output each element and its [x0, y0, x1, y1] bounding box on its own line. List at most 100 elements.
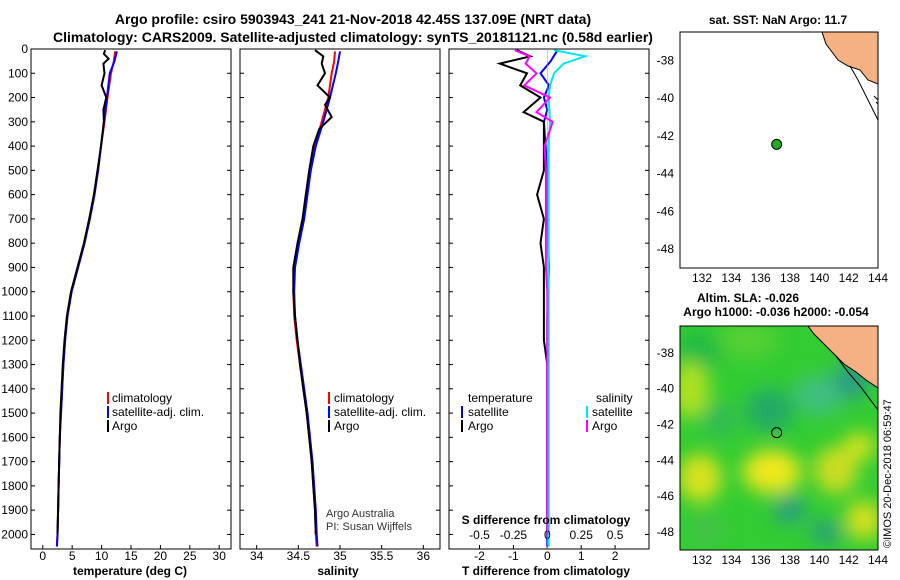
map-lat-label: -38	[657, 53, 675, 67]
x-tick-label: 36	[417, 549, 431, 563]
map-lat-label: -44	[657, 453, 675, 467]
temperature-legend: climatology satellite-adj. clim. Argo	[107, 391, 204, 433]
x-tick-label: 15	[124, 549, 138, 563]
map-lat-label: -44	[657, 167, 675, 181]
difference-line-s-argo	[514, 49, 554, 535]
depth-tick-label: 800	[8, 236, 28, 250]
temperature-series	[55, 49, 118, 547]
sla-map-frame	[679, 325, 879, 551]
difference-legend: temperature satellite Argo salinity sate…	[461, 391, 633, 433]
float-position-marker	[771, 138, 783, 150]
temperature-line-satellite-adj-clim-	[55, 51, 118, 547]
depth-tick-label: 1400	[1, 382, 28, 396]
depth-tick-label: 300	[8, 115, 28, 129]
x-tick-label: 0	[39, 549, 46, 563]
map-lat-label: -42	[657, 129, 675, 143]
axis-ticks: 0 5 10 15 20 25 30 34 34.5 35 35.5 36 -2 -1 0 1 2 -0.5 -0.…	[1, 42, 888, 567]
difference-panel	[448, 48, 650, 550]
s-difference-label: S difference from climatology	[462, 513, 631, 527]
map-lon-label: 134	[721, 271, 741, 285]
sla-anomaly-blobs	[680, 326, 878, 544]
legend-t-satellite: satellite	[468, 405, 509, 419]
x-tick-label: 1	[578, 549, 585, 563]
map-lon-label: 144	[868, 271, 888, 285]
x-tick-label: 34.5	[287, 549, 311, 563]
map-lat-label: -46	[657, 489, 675, 503]
x-tick-label: -1	[508, 549, 519, 563]
legend-climatology: climatology	[334, 391, 394, 405]
depth-tick-label: 1200	[1, 333, 28, 347]
depth-tick-label: 0	[21, 42, 28, 56]
legend-salinity-heading: salinity	[596, 391, 633, 405]
legend-temperature-heading: temperature	[468, 391, 533, 405]
map-lon-label: 132	[692, 271, 712, 285]
salinity-line-satellite-adj-clim-	[293, 51, 341, 547]
x-tick-label: 5	[69, 549, 76, 563]
s-tick-label: -0.5	[469, 528, 490, 542]
depth-tick-label: 500	[8, 163, 28, 177]
difference-xlabel: T difference from climatology	[462, 564, 630, 578]
map-lat-label: -40	[657, 91, 675, 105]
sst-map-frame	[679, 31, 879, 269]
depth-tick-label: 2000	[1, 527, 28, 541]
map-lon-label: 140	[809, 271, 829, 285]
map-lon-label: 138	[780, 271, 800, 285]
x-tick-label: 34	[250, 549, 264, 563]
legend-t-argo: Argo	[468, 419, 494, 433]
map-lat-label: -38	[657, 346, 675, 360]
map-lat-label: -46	[657, 204, 675, 218]
sla-map-title-1: Altim. SLA: -0.026	[697, 291, 799, 305]
x-tick-label: 20	[154, 549, 168, 563]
map-lon-label: 138	[780, 553, 800, 567]
map-lat-label: -48	[657, 525, 675, 539]
legend-climatology: climatology	[112, 391, 172, 405]
map-lon-label: 132	[692, 553, 712, 567]
legend-argo: Argo	[334, 419, 360, 433]
s-tick-label: -0.25	[500, 528, 528, 542]
sst-map-title: sat. SST: NaN Argo: 11.7	[709, 13, 848, 27]
shelf-contour	[835, 355, 878, 411]
title-line-2: Climatology: CARS2009. Satellite-adjuste…	[53, 29, 653, 45]
credit-pi: PI: Susan Wijffels	[326, 521, 412, 533]
float-position-marker	[771, 427, 783, 439]
x-tick-label: 30	[213, 549, 227, 563]
temperature-line-argo	[56, 49, 111, 535]
map-lat-label: -42	[657, 418, 675, 432]
sla-map-title-2: Argo h1000: -0.036 h2000: -0.054	[683, 305, 869, 319]
depth-tick-label: 1800	[1, 479, 28, 493]
depth-tick-label: 200	[8, 91, 28, 105]
x-tick-label: 0	[544, 549, 551, 563]
x-tick-label: -2	[474, 549, 485, 563]
legend-s-argo: Argo	[592, 419, 618, 433]
map-lon-label: 134	[721, 553, 741, 567]
legend-argo: Argo	[112, 419, 138, 433]
difference-line-s-satellite	[547, 49, 590, 547]
depth-tick-label: 100	[8, 66, 28, 80]
land-mass	[821, 32, 878, 85]
sst-map-background	[680, 32, 878, 268]
depth-tick-label: 1000	[1, 285, 28, 299]
temperature-xlabel: temperature (deg C)	[73, 564, 187, 578]
x-tick-label: 25	[183, 549, 197, 563]
depth-tick-label: 400	[8, 139, 28, 153]
sst-map	[680, 32, 878, 268]
map-lat-label: -48	[657, 242, 675, 256]
depth-tick-label: 1300	[1, 358, 28, 372]
map-lon-label: 144	[868, 553, 888, 567]
salinity-series	[292, 49, 341, 547]
map-lon-label: 140	[809, 553, 829, 567]
map-lat-label: -40	[657, 382, 675, 396]
s-tick-label: 0.25	[570, 528, 594, 542]
imos-credit: ©IMOS 20-Dec-2018 06:59:47	[882, 399, 894, 548]
title-line-1: Argo profile: csiro 5903943_241 21-Nov-2…	[115, 11, 591, 27]
temperature-panel	[30, 48, 232, 550]
x-tick-label: 35.5	[370, 549, 394, 563]
depth-tick-label: 700	[8, 212, 28, 226]
sla-map	[680, 326, 878, 550]
salinity-legend: climatology satellite-adj. clim. Argo Ar…	[326, 391, 426, 533]
difference-line-t-argo	[496, 49, 549, 535]
salinity-panel	[239, 48, 441, 550]
depth-tick-label: 600	[8, 188, 28, 202]
s-tick-label: 0.5	[607, 528, 624, 542]
